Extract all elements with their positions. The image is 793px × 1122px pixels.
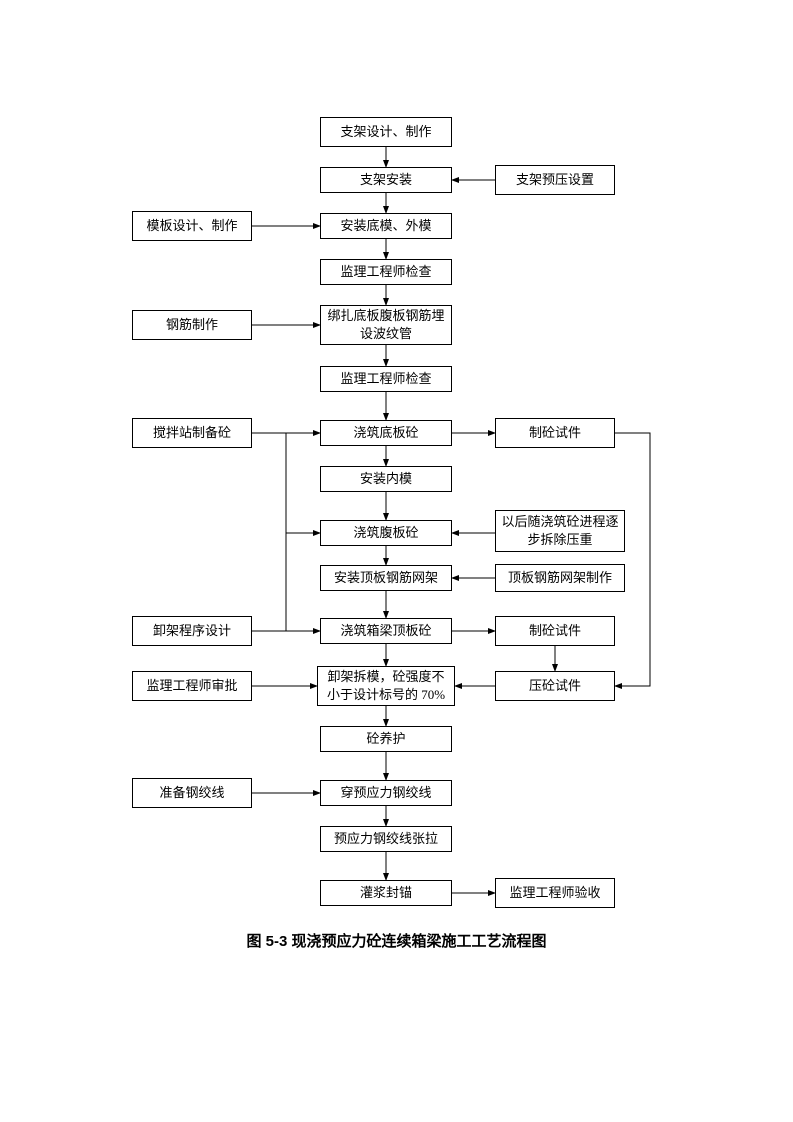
- node-supervisor-check-1: 监理工程师检查: [320, 259, 452, 285]
- node-install-inner-formwork: 安装内模: [320, 466, 452, 492]
- label: 穿预应力钢绞线: [340, 784, 431, 802]
- node-curing: 砼养护: [320, 726, 452, 752]
- node-remove-load: 以后随浇筑砼进程逐步拆除压重: [495, 510, 625, 552]
- label: 卸架程序设计: [153, 622, 231, 640]
- label: 以后随浇筑砼进程逐步拆除压重: [500, 513, 620, 549]
- label: 制砼试件: [529, 424, 581, 442]
- node-pour-web: 浇筑腹板砼: [320, 520, 452, 546]
- caption-text: 图 5-3 现浇预应力砼连续箱梁施工工艺流程图: [246, 933, 546, 950]
- node-pour-top: 浇筑箱梁顶板砼: [320, 618, 452, 644]
- label: 浇筑腹板砼: [353, 524, 418, 542]
- label: 砼养护: [366, 730, 405, 748]
- node-make-specimen-1: 制砼试件: [495, 418, 615, 448]
- label: 顶板钢筋网架制作: [508, 569, 612, 587]
- label: 准备钢绞线: [159, 784, 224, 802]
- label: 搅拌站制备砼: [153, 424, 231, 442]
- node-pour-bottom: 浇筑底板砼: [320, 420, 452, 446]
- node-mix-station: 搅拌站制备砼: [132, 418, 252, 448]
- node-preload-setup: 支架预压设置: [495, 165, 615, 195]
- node-top-rebar-fab: 顶板钢筋网架制作: [495, 564, 625, 592]
- node-strip-program-design: 卸架程序设计: [132, 616, 252, 646]
- label: 浇筑底板砼: [353, 424, 418, 442]
- node-install-bottom-formwork: 安装底模、外模: [320, 213, 452, 239]
- label: 灌浆封锚: [360, 884, 412, 902]
- node-supervisor-approve: 监理工程师审批: [132, 671, 252, 701]
- label: 安装内模: [360, 470, 412, 488]
- node-rebar-fab: 钢筋制作: [132, 310, 252, 340]
- label: 预应力钢绞线张拉: [334, 830, 438, 848]
- node-supervisor-check-2: 监理工程师检查: [320, 366, 452, 392]
- label: 监理工程师检查: [340, 263, 431, 281]
- label: 卸架拆模，砼强度不小于设计标号的 70%: [322, 668, 450, 704]
- node-make-specimen-2: 制砼试件: [495, 616, 615, 646]
- node-thread-strand: 穿预应力钢绞线: [320, 780, 452, 806]
- node-strip-formwork: 卸架拆模，砼强度不小于设计标号的 70%: [317, 666, 455, 706]
- label: 监理工程师检查: [340, 370, 431, 388]
- node-grout-anchor: 灌浆封锚: [320, 880, 452, 906]
- node-tension-strand: 预应力钢绞线张拉: [320, 826, 452, 852]
- label: 绑扎底板腹板钢筋埋设波纹管: [325, 307, 447, 343]
- node-install-top-rebar: 安装顶板钢筋网架: [320, 565, 452, 591]
- node-prepare-strand: 准备钢绞线: [132, 778, 252, 808]
- label: 浇筑箱梁顶板砼: [340, 622, 431, 640]
- label: 模板设计、制作: [146, 217, 237, 235]
- label: 压砼试件: [529, 677, 581, 695]
- label: 支架预压设置: [516, 171, 594, 189]
- node-supervisor-accept: 监理工程师验收: [495, 878, 615, 908]
- label: 支架安装: [360, 171, 412, 189]
- label: 安装底模、外模: [340, 217, 431, 235]
- node-bracket-install: 支架安装: [320, 167, 452, 193]
- node-formwork-design: 模板设计、制作: [132, 211, 252, 241]
- label: 制砼试件: [529, 622, 581, 640]
- node-bracket-design: 支架设计、制作: [320, 117, 452, 147]
- label: 监理工程师验收: [509, 884, 600, 902]
- label: 安装顶板钢筋网架: [334, 569, 438, 587]
- figure-caption: 图 5-3 现浇预应力砼连续箱梁施工工艺流程图: [0, 930, 793, 951]
- node-tie-rebar: 绑扎底板腹板钢筋埋设波纹管: [320, 305, 452, 345]
- label: 监理工程师审批: [146, 677, 237, 695]
- label: 支架设计、制作: [340, 123, 431, 141]
- label: 钢筋制作: [166, 316, 218, 334]
- node-compress-specimen: 压砼试件: [495, 671, 615, 701]
